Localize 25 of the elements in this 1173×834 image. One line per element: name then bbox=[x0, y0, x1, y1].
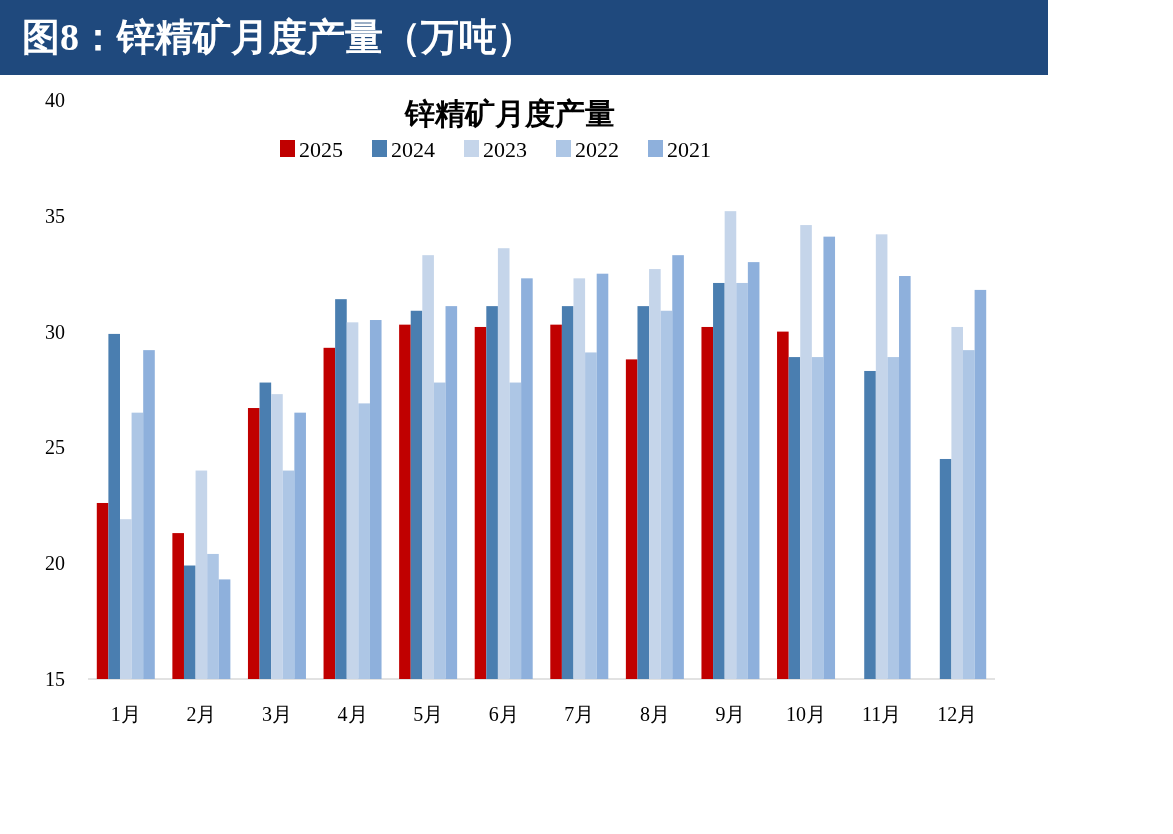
x-tick-label: 4月 bbox=[337, 703, 368, 725]
chart-subtitle: 锌精矿月度产量 bbox=[404, 97, 615, 130]
y-tick-label: 40 bbox=[45, 89, 65, 111]
x-tick-label: 10月 bbox=[786, 703, 827, 725]
y-tick-label: 15 bbox=[45, 668, 65, 690]
y-tick-label: 35 bbox=[45, 204, 65, 227]
legend-label: 2025 bbox=[299, 137, 343, 162]
y-tick-label: 25 bbox=[45, 436, 65, 459]
x-tick-label: 12月 bbox=[937, 703, 978, 725]
x-tick-label: 7月 bbox=[564, 703, 595, 725]
x-tick-label: 5月 bbox=[413, 703, 444, 725]
y-tick-label: 30 bbox=[45, 320, 65, 343]
legend-label: 2023 bbox=[483, 137, 527, 162]
x-tick-label: 2月 bbox=[186, 703, 217, 725]
x-tick-label: 3月 bbox=[261, 703, 292, 725]
legend-label: 2022 bbox=[575, 137, 619, 162]
x-tick-label: 11月 bbox=[861, 703, 902, 725]
x-tick-label: 8月 bbox=[639, 703, 670, 725]
x-tick-label: 1月 bbox=[110, 703, 141, 725]
legend-label: 2024 bbox=[391, 137, 435, 162]
y-tick-label: 20 bbox=[45, 552, 65, 575]
x-tick-label: 6月 bbox=[488, 703, 519, 725]
chart-title: 图8：锌精矿月度产量（万吨） bbox=[22, 16, 535, 58]
x-tick-label: 9月 bbox=[715, 703, 746, 725]
legend-label: 2021 bbox=[667, 137, 711, 162]
